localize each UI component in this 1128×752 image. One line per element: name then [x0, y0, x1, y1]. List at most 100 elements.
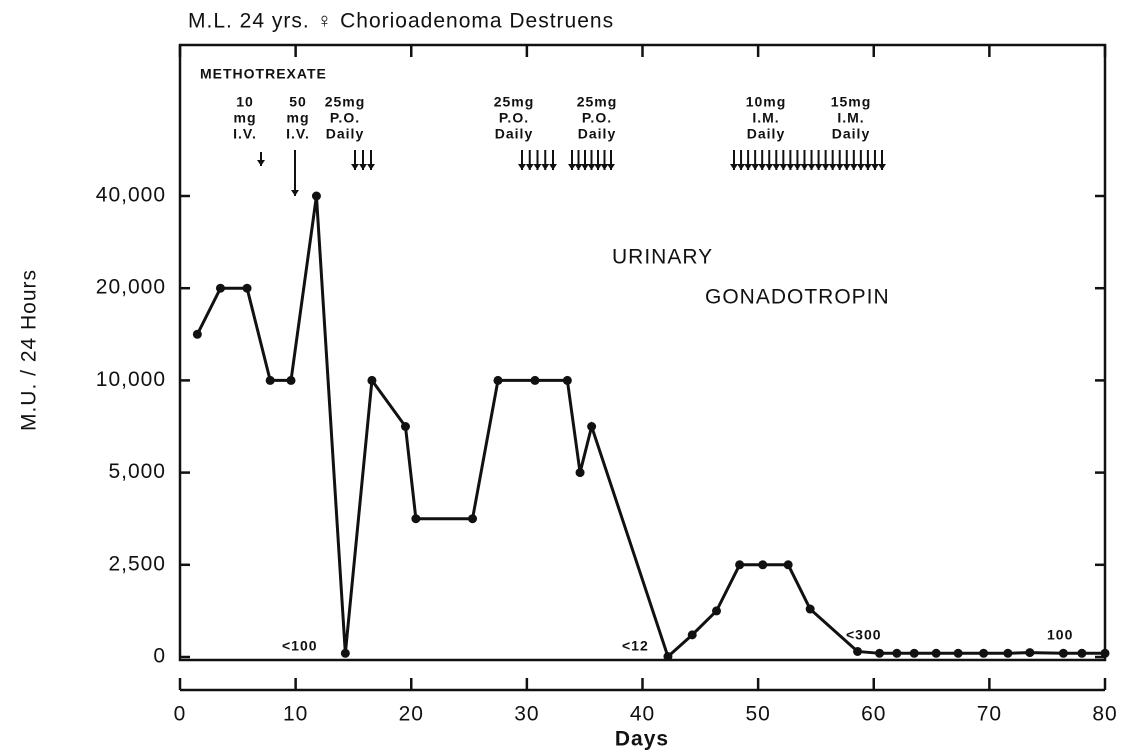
annotation: P.O.	[499, 110, 529, 126]
x-tick-label: 60	[861, 703, 886, 726]
data-point	[663, 652, 673, 662]
data-point	[411, 514, 421, 524]
data-point	[805, 604, 815, 614]
dose-arrow-head	[870, 164, 879, 170]
annotation: I.V.	[286, 126, 310, 142]
dose-arrow-head	[842, 164, 851, 170]
data-point	[340, 648, 350, 658]
x-tick-label: 80	[1092, 703, 1117, 726]
data-point	[367, 375, 377, 385]
dose-arrow-head	[751, 164, 760, 170]
data-point	[1003, 648, 1013, 658]
dose-arrow-head	[587, 164, 596, 170]
annotation: Daily	[578, 126, 616, 142]
data-point	[265, 375, 275, 385]
annotation: <300	[846, 627, 882, 643]
annotation: <12	[622, 638, 649, 654]
annotation: P.O.	[330, 110, 360, 126]
annotation: I.V.	[233, 126, 257, 142]
dose-arrow-head	[793, 164, 802, 170]
y-tick-label: 5,000	[108, 460, 166, 483]
dose-arrow-head	[257, 160, 265, 166]
data-point	[735, 560, 745, 570]
y-tick-label: 2,500	[108, 552, 166, 575]
dose-arrow-head	[856, 164, 865, 170]
x-tick-label: 50	[745, 703, 770, 726]
dose-arrow-head	[549, 164, 557, 170]
dose-arrow-head	[779, 164, 788, 170]
data-point	[712, 606, 721, 616]
annotation: 25mg	[577, 94, 618, 110]
dose-arrow-head	[730, 164, 738, 170]
x-tick-label: 10	[283, 703, 308, 726]
dose-arrow-head	[863, 164, 872, 170]
y-tick-label: 20,000	[96, 276, 166, 299]
dose-arrow-head	[849, 164, 858, 170]
dose-arrow-head	[878, 164, 886, 170]
data-point	[286, 375, 296, 385]
dose-arrow-head	[351, 164, 359, 170]
dose-arrow-head	[737, 164, 746, 170]
dose-arrow-head	[568, 164, 576, 170]
annotation: mg	[287, 110, 310, 126]
data-point	[853, 646, 863, 656]
dose-arrow-head	[594, 164, 602, 170]
annotation: URINARY	[612, 246, 713, 269]
annotation: P.O.	[582, 110, 612, 126]
data-point	[562, 375, 572, 385]
dose-arrow-head	[574, 164, 583, 170]
dose-arrow-head	[744, 164, 753, 170]
dose-arrow-head	[814, 164, 823, 170]
x-tick-label: 20	[399, 703, 424, 726]
data-point	[468, 514, 478, 524]
data-point	[311, 191, 321, 201]
annotation: <100	[282, 638, 318, 654]
dose-arrow-head	[581, 164, 589, 170]
data-point	[1077, 648, 1087, 658]
annotation: METHOTREXATE	[200, 66, 327, 82]
dose-arrow-head	[821, 164, 830, 170]
data-point	[758, 560, 768, 570]
data-point	[892, 648, 902, 658]
data-point	[493, 375, 503, 385]
annotation: GONADOTROPIN	[705, 286, 890, 309]
annotation: mg	[234, 110, 257, 126]
annotation: 25mg	[325, 94, 366, 110]
data-point	[783, 560, 793, 570]
annotation: 15mg	[831, 94, 872, 110]
annotation: 25mg	[494, 94, 535, 110]
annotation: I.M.	[837, 110, 864, 126]
data-point	[1025, 648, 1035, 658]
data-point	[931, 648, 941, 658]
dose-arrow-head	[765, 164, 774, 170]
dose-arrow-head	[291, 190, 299, 196]
annotation: 50	[289, 94, 307, 110]
data-point	[1100, 648, 1110, 658]
y-tick-label: 10,000	[96, 368, 166, 391]
x-axis-label: Days	[615, 728, 669, 751]
data-point	[530, 375, 540, 385]
annotation: Daily	[495, 126, 533, 142]
data-point	[687, 630, 697, 640]
dose-arrow-head	[541, 164, 550, 170]
dose-arrow-head	[518, 164, 526, 170]
dose-arrow-head	[772, 164, 781, 170]
annotation: Daily	[832, 126, 870, 142]
data-point	[242, 283, 252, 293]
plot-frame	[178, 43, 1107, 662]
dose-arrow-head	[525, 164, 534, 170]
x-tick-label: 70	[977, 703, 1002, 726]
y-axis-label: M.U. / 24 Hours	[18, 269, 41, 431]
data-point	[587, 422, 597, 431]
data-point	[400, 422, 410, 431]
y-tick-label: 0	[153, 645, 166, 668]
dose-arrow-head	[758, 164, 767, 170]
x-tick-label: 40	[630, 703, 655, 726]
dose-arrow-head	[828, 164, 837, 170]
annotation: 10	[236, 94, 254, 110]
data-point	[192, 329, 202, 339]
dose-arrow-head	[835, 164, 844, 170]
x-tick-label: 30	[514, 703, 539, 726]
data-point	[909, 648, 919, 658]
